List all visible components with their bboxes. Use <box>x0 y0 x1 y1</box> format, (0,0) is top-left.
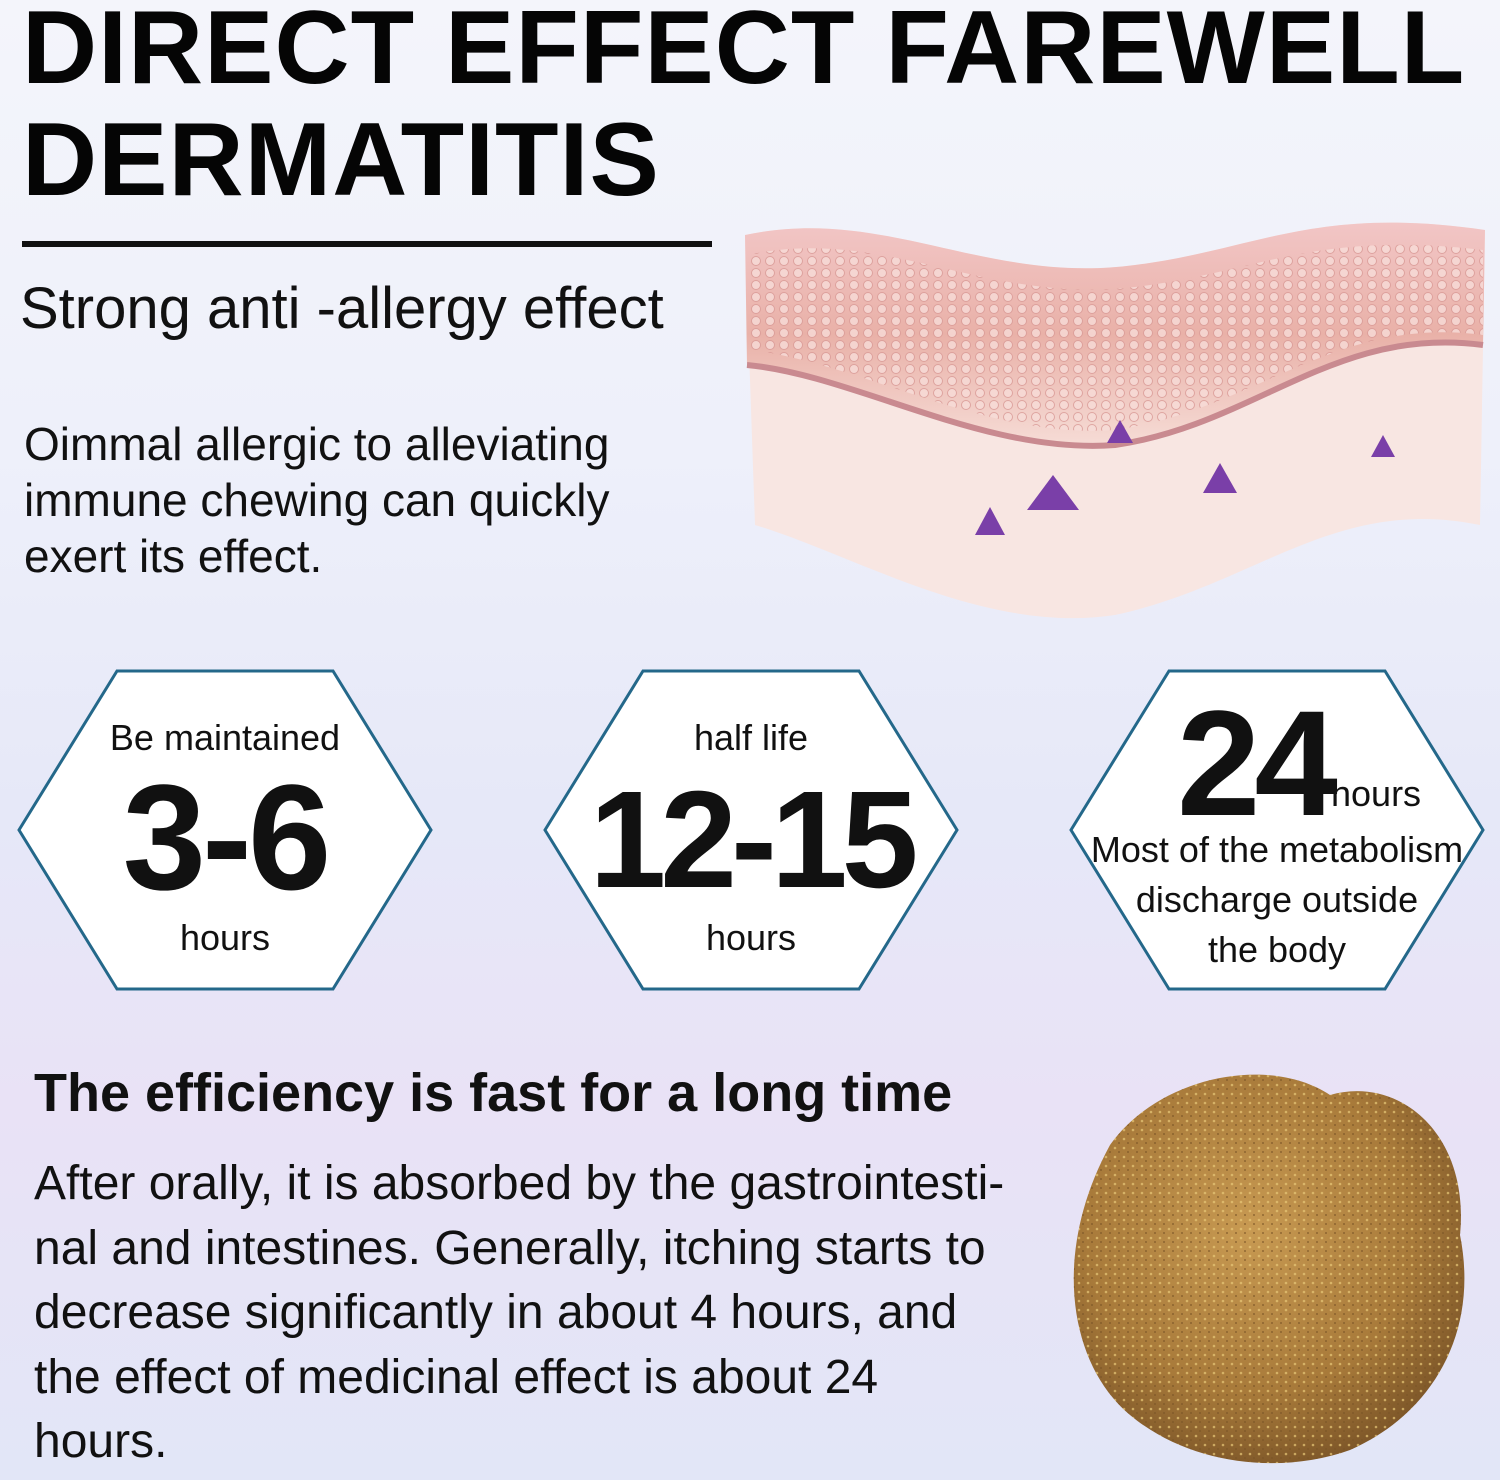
hexagon-duration: Be maintained 3-6 hours <box>17 669 433 991</box>
page-title: DIRECT EFFECT FAREWELL DERMATITIS <box>22 0 1466 218</box>
hexagon-metabolism: 24 hours Most of the metabolism discharg… <box>1069 669 1485 991</box>
intro-text: Oimmal allergic to alleviating immune ch… <box>24 418 610 582</box>
triangle-markers <box>975 420 1395 535</box>
efficiency-text: After orally, it is absorbed by the gast… <box>34 1157 1005 1468</box>
hexagon-half-life: half life 12-15 hours <box>543 669 959 991</box>
subtitle: Strong anti -allergy effect <box>20 276 664 341</box>
skin-layers-illustration <box>745 222 1485 619</box>
chew-image <box>1073 1074 1465 1464</box>
title-divider <box>22 241 712 247</box>
efficiency-heading: The efficiency is fast for a long time <box>34 1063 953 1123</box>
